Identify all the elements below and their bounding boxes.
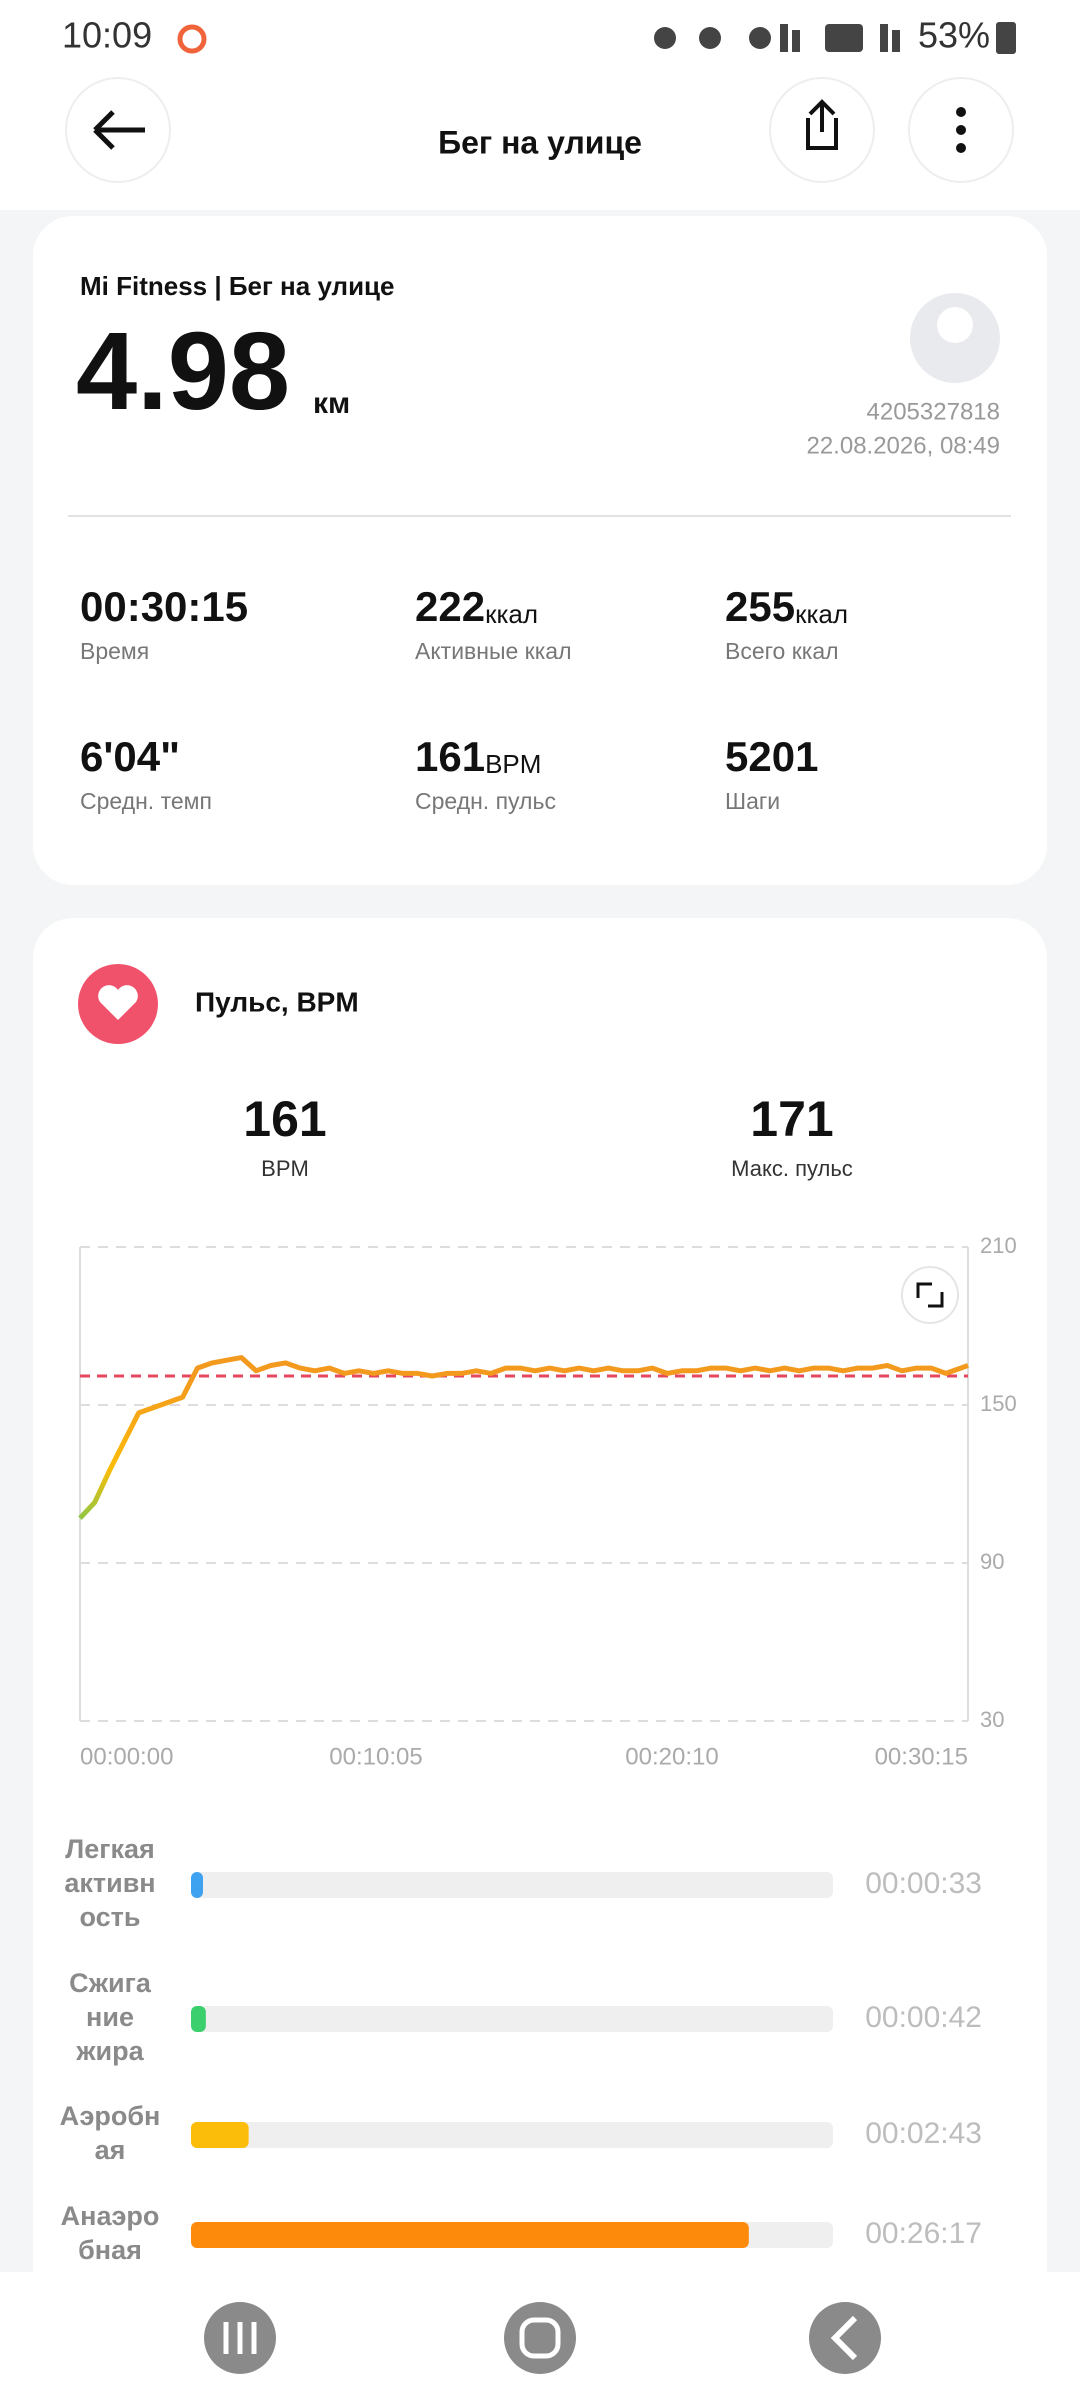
x-tick-label: 00:20:10 <box>625 1743 718 1770</box>
y-tick-label: 210 <box>980 1233 1017 1258</box>
zone-label: активн <box>64 1868 155 1898</box>
stat-unit: BPM <box>485 749 541 779</box>
zone-track <box>191 2122 833 2148</box>
nav-back-icon <box>830 2315 858 2361</box>
stat-value: 222ккал <box>415 583 538 630</box>
zone-label: бная <box>78 2235 142 2265</box>
zone-duration: 00:26:17 <box>865 2217 982 2250</box>
nav-home-icon <box>519 2317 561 2359</box>
nav-back[interactable] <box>809 2302 881 2374</box>
zone-label: Анаэро <box>61 2201 160 2231</box>
zone-label: Аэробн <box>60 2101 161 2131</box>
zone-track <box>191 2006 833 2032</box>
x-tick-label: 00:30:15 <box>875 1743 968 1770</box>
y-tick-label: 30 <box>980 1707 1004 1732</box>
expand-icon <box>916 1282 944 1308</box>
summary-source: Mi Fitness | Бег на улице <box>80 271 395 301</box>
stat-label: Всего ккал <box>725 638 839 664</box>
status-icons <box>654 24 900 52</box>
stat-number: 255 <box>725 583 795 630</box>
nav-recent-icon <box>223 2322 257 2354</box>
status-icon <box>177 24 207 54</box>
expand-button[interactable] <box>901 1266 959 1324</box>
heart-icon <box>98 985 138 1020</box>
max-value: 171 <box>750 1091 833 1147</box>
zone-label: Сжига <box>69 1968 152 1998</box>
zone-duration: 00:00:33 <box>865 1867 982 1900</box>
stat-unit: ккал <box>795 599 848 629</box>
stat-value: 161BPM <box>415 733 541 780</box>
status-battery: 53% <box>918 15 990 56</box>
zone-label: ние <box>86 2002 134 2032</box>
x-tick-label: 00:00:00 <box>80 1743 173 1770</box>
nav-home[interactable] <box>504 2302 576 2374</box>
avg-label: BPM <box>261 1156 309 1181</box>
zone-track <box>191 1872 833 1898</box>
y-tick-label: 150 <box>980 1391 1017 1416</box>
zone-label: Легкая <box>65 1834 155 1864</box>
stat-number: 222 <box>415 583 485 630</box>
stat-unit: ккал <box>485 599 538 629</box>
stat-number: 161 <box>415 733 485 780</box>
stat-label: Время <box>80 638 149 664</box>
stat-label: Средн. пульс <box>415 788 556 814</box>
share-icon <box>806 99 838 150</box>
stat-label: Шаги <box>725 788 780 814</box>
summary-card <box>33 216 1047 885</box>
zone-label: жира <box>75 2036 144 2066</box>
datetime: 22.08.2026, 08:49 <box>806 432 1000 459</box>
user-id: 4205327818 <box>867 398 1000 425</box>
back-icon <box>93 110 145 150</box>
distance-unit: км <box>313 387 350 420</box>
heart-card <box>33 918 1047 2318</box>
zone-bar <box>191 2222 749 2248</box>
zone-bar <box>191 1872 203 1898</box>
stat-value: 00:30:15 <box>80 583 248 630</box>
heart-rate-line <box>78 1355 969 1520</box>
stat-value: 6'04" <box>80 733 180 780</box>
zone-duration: 00:02:43 <box>865 2117 982 2150</box>
avg-value: 161 <box>243 1091 326 1147</box>
header-title: Бег на улице <box>438 124 642 160</box>
stat-label: Средн. темп <box>80 788 212 814</box>
stat-value: 5201 <box>725 733 818 780</box>
zone-bar <box>191 2122 249 2148</box>
stat-number: 00:30:15 <box>80 583 248 630</box>
y-tick-label: 90 <box>980 1549 1004 1574</box>
status-time: 10:09 <box>62 15 152 56</box>
x-tick-label: 00:10:05 <box>329 1743 422 1770</box>
zone-bar <box>191 2006 206 2032</box>
zone-label: ость <box>80 1902 141 1932</box>
zone-duration: 00:00:42 <box>865 2001 982 2034</box>
stat-number: 6'04" <box>80 733 180 780</box>
distance: 4.98 <box>76 310 290 433</box>
stat-label: Активные ккал <box>415 638 572 664</box>
heart-title: Пульс, BPM <box>195 986 359 1017</box>
zone-label: ая <box>95 2135 126 2165</box>
avatar-head <box>937 307 973 343</box>
battery-icon <box>996 22 1016 54</box>
max-label: Макс. пульс <box>731 1156 853 1181</box>
stat-value: 255ккал <box>725 583 848 630</box>
menu-icon <box>956 107 966 153</box>
stat-number: 5201 <box>725 733 818 780</box>
